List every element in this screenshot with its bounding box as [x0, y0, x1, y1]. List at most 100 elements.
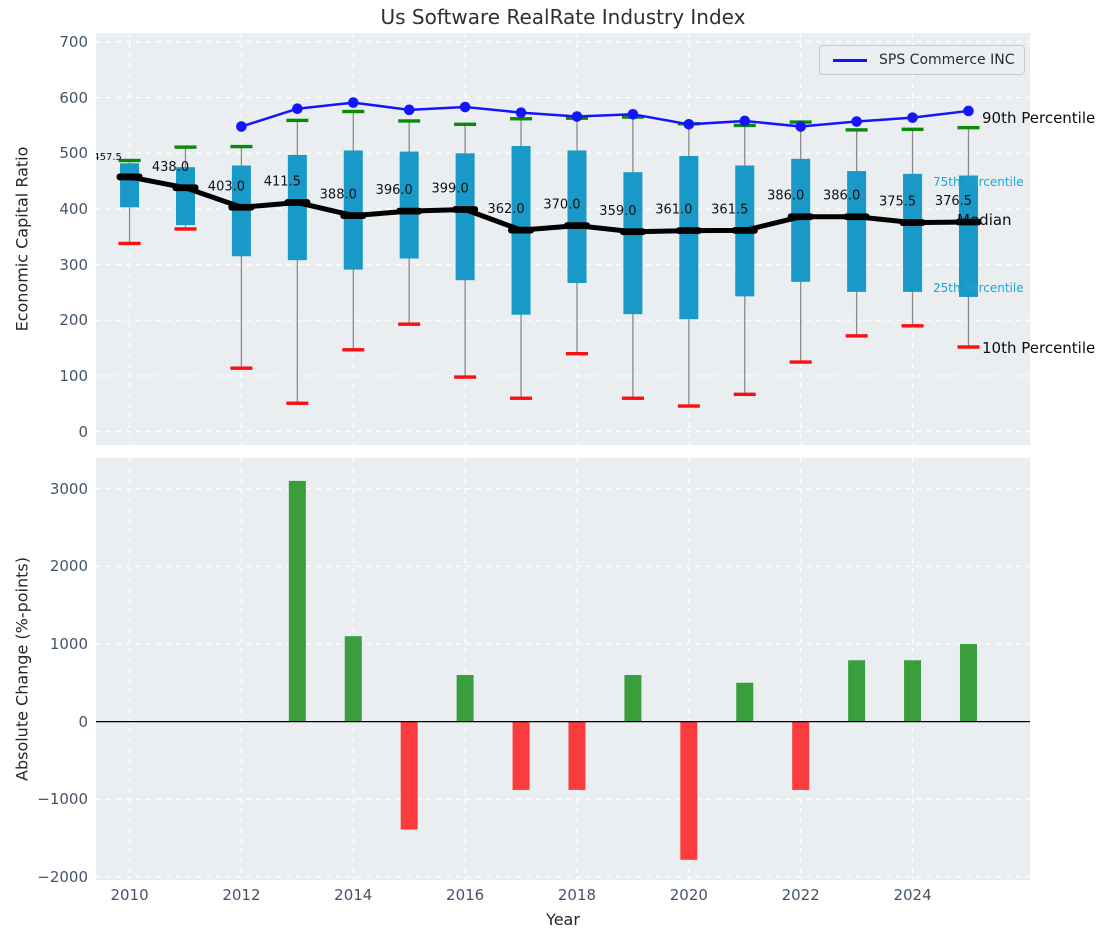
- median-marker-2025: [955, 218, 982, 226]
- median-value-label-2018: 370.0: [543, 198, 580, 213]
- iqr-box-2019: [623, 172, 643, 315]
- top-panel-boxplot-chart: 457.5 438.0 403.0 411.5 388.0 396.0 399.0 362.0…: [96, 33, 1030, 445]
- sps-commerce-point-2025: [963, 105, 974, 117]
- median-value-label-2021: 361.5: [711, 202, 748, 217]
- p10-cap-2021: [733, 392, 756, 397]
- median-marker-2018: [563, 222, 590, 230]
- sps-commerce-point-2021: [739, 115, 751, 127]
- median-value-label-2025: 376.5: [935, 194, 972, 209]
- y-tick-label: 0: [78, 422, 88, 441]
- sps-commerce-point-2019: [627, 108, 639, 120]
- p10-cap-2025: [957, 345, 980, 349]
- iqr-box-2014: [343, 150, 363, 270]
- y-tick-label: 500: [59, 144, 88, 163]
- y-tick-label: 300: [59, 255, 88, 274]
- annotation-10th-percentile: 10th Percentile: [982, 339, 1096, 357]
- median-marker-2019: [619, 228, 646, 236]
- x-tick-label: 2010: [110, 886, 149, 904]
- p10-cap-2024: [901, 324, 924, 328]
- p90-cap-2015: [398, 119, 421, 123]
- sps-commerce-point-2017: [515, 107, 527, 118]
- legend-label: SPS Commerce INC: [879, 52, 1015, 68]
- p90-cap-2025: [957, 125, 980, 130]
- p90-cap-2010: [118, 158, 141, 163]
- change-bar-2020: [680, 721, 698, 860]
- p10-cap-2016: [454, 375, 477, 379]
- x-tick-label: 2012: [222, 886, 261, 904]
- p90-cap-2012: [230, 144, 253, 149]
- sps-commerce-point-2018: [571, 111, 583, 122]
- iqr-box-2012: [231, 165, 251, 257]
- sps-commerce-point-2012: [236, 121, 247, 132]
- plot-background: [96, 33, 1030, 445]
- median-value-label-2017: 362.0: [487, 202, 524, 217]
- annotation-90th-percentile: 90th Percentile: [982, 109, 1096, 127]
- sps-commerce-point-2014: [347, 97, 359, 108]
- annotation-25th-percentile: 25th Percentile: [933, 281, 1024, 295]
- median-value-label-2015: 396.0: [376, 183, 413, 198]
- top-y-axis-label: Economic Capital Ratio: [12, 146, 32, 332]
- y-tick-label: 200: [59, 311, 88, 330]
- change-bar-2022: [792, 721, 810, 790]
- legend-line-sample-icon: [833, 58, 867, 62]
- x-tick-label: 2018: [557, 886, 597, 904]
- p90-cap-2024: [901, 127, 924, 132]
- median-value-label-2022: 386.0: [767, 189, 804, 204]
- bottom-y-axis-label: Absolute Change (%-points): [12, 557, 32, 781]
- median-marker-2023: [843, 213, 870, 221]
- p90-cap-2011: [174, 145, 197, 149]
- y-tick-label: 100: [59, 366, 88, 385]
- legend: SPS Commerce INC: [819, 45, 1025, 75]
- p10-cap-2011: [174, 227, 197, 231]
- iqr-box-2016: [455, 153, 475, 281]
- p90-cap-2016: [454, 122, 477, 127]
- sps-commerce-line: [241, 101, 969, 128]
- change-bar-2015: [400, 721, 418, 830]
- median-value-label-2019: 359.0: [599, 204, 636, 219]
- median-value-label-2014: 388.0: [320, 188, 357, 203]
- x-tick-label: 2024: [893, 886, 932, 904]
- median-marker-2012: [228, 203, 255, 211]
- change-bar-2014: [344, 636, 362, 722]
- bottom-panel-bar-chart: [96, 458, 1030, 880]
- change-bar-2019: [624, 675, 642, 722]
- median-value-label-2012: 403.0: [208, 179, 245, 194]
- p90-cap-2023: [845, 128, 868, 132]
- change-bar-2023: [848, 660, 866, 722]
- p90-cap-2017: [510, 117, 533, 121]
- median-line: [129, 174, 969, 235]
- y-tick-label: 1000: [49, 634, 88, 653]
- iqr-box-2023: [847, 171, 867, 292]
- y-tick-label: 0: [78, 712, 88, 731]
- iqr-box-2011: [175, 167, 195, 226]
- p10-cap-2022: [789, 360, 812, 364]
- median-value-label-2023: 386.0: [823, 189, 860, 204]
- median-marker-2016: [452, 206, 479, 213]
- median-marker-2021: [731, 226, 758, 234]
- y-tick-label: 3000: [49, 479, 88, 498]
- y-tick-label: 700: [59, 32, 88, 51]
- y-tick-label: 400: [59, 199, 88, 218]
- p10-cap-2019: [621, 396, 644, 400]
- p90-cap-2013: [286, 118, 309, 123]
- y-tick-label: −2000: [37, 867, 88, 886]
- x-tick-label: 2014: [334, 886, 373, 904]
- median-marker-2020: [675, 227, 702, 235]
- median-marker-2022: [787, 213, 814, 221]
- annotation-75th-percentile: 75th Percentile: [933, 175, 1024, 189]
- median-value-label-2020: 361.0: [655, 203, 692, 218]
- change-bar-2018: [568, 721, 586, 790]
- p10-cap-2010: [118, 241, 141, 246]
- change-bar-2024: [904, 660, 922, 722]
- x-tick-label: 2016: [446, 886, 485, 904]
- change-bar-2016: [456, 675, 474, 722]
- change-bar-2013: [288, 480, 306, 722]
- p10-cap-2015: [398, 322, 421, 326]
- p90-cap-2014: [342, 109, 365, 114]
- iqr-box-2024: [903, 173, 923, 292]
- x-axis-label: Year: [546, 910, 580, 929]
- median-marker-2013: [284, 199, 311, 206]
- median-marker-2017: [508, 226, 535, 234]
- p10-cap-2023: [845, 334, 868, 338]
